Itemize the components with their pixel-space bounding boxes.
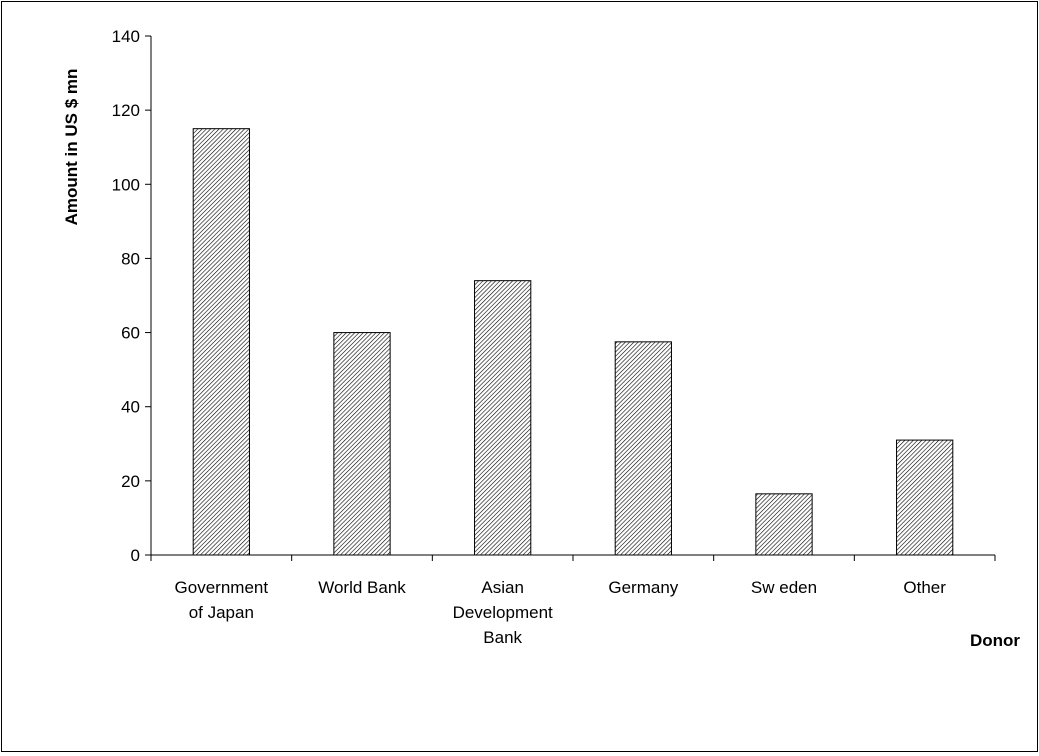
x-category-label: World Bank [318,578,406,597]
y-tick-label: 60 [121,324,140,343]
x-category-label: Asian Development Bank [453,578,553,647]
y-axis-title: Amount in US $ mn [62,69,81,226]
bar [192,128,250,556]
y-tick-label: 40 [121,398,140,417]
x-category-label: Germany [608,578,678,597]
y-tick-label: 140 [112,27,140,46]
bar [333,332,391,556]
y-tick-label: 0 [131,546,140,565]
bar [755,493,813,556]
x-category-label: Other [903,578,946,597]
x-axis-title: Donor [970,631,1020,650]
bar [474,280,532,556]
x-category-label: Government of Japan [175,578,269,622]
y-tick-label: 120 [112,101,140,120]
x-category-label: Sw eden [751,578,817,597]
y-tick-label: 100 [112,175,140,194]
y-tick-label: 80 [121,249,140,268]
bar [896,439,954,556]
y-tick-label: 20 [121,472,140,491]
bar [614,341,672,556]
